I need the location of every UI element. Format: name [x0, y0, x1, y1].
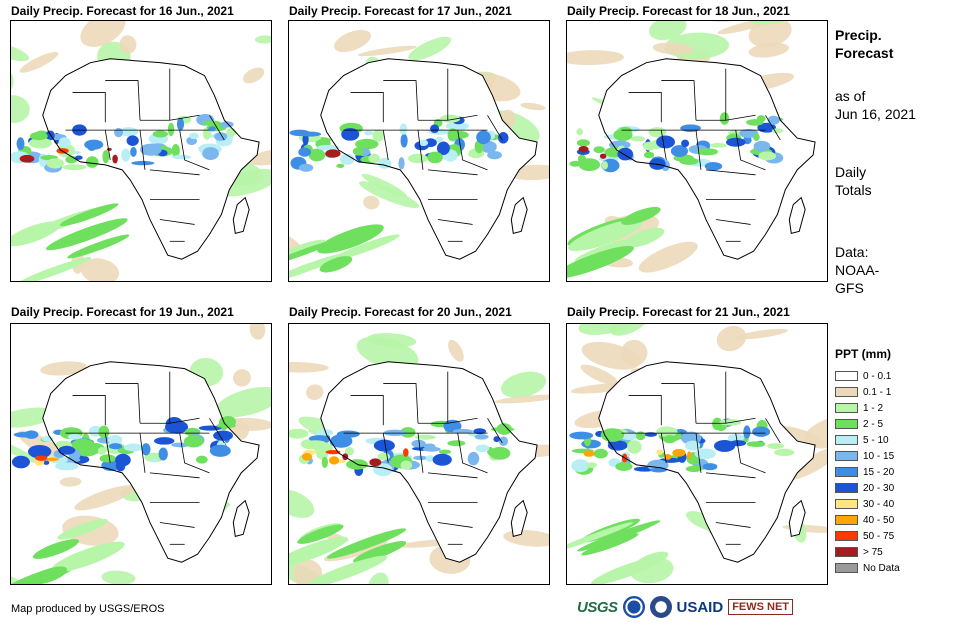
sidebar-daily-2: Totals [835, 182, 872, 198]
legend-swatch [835, 547, 858, 557]
legend-item: No Data [835, 560, 900, 576]
map-panel-3 [566, 20, 828, 282]
usaid-logo: USAID [676, 598, 724, 616]
map-panel-4 [10, 323, 272, 585]
legend-swatch [835, 387, 858, 397]
legend-item: 50 - 75 [835, 528, 900, 544]
legend-item: > 75 [835, 544, 900, 560]
legend-label: 2 - 5 [863, 418, 884, 430]
legend-item: 1 - 2 [835, 400, 900, 416]
sidebar-data-3: GFS [835, 280, 864, 296]
legend-item: 2 - 5 [835, 416, 900, 432]
panel-title-5: Daily Precip. Forecast for 20 Jun., 2021 [289, 305, 512, 319]
legend: 0 - 0.1 0.1 - 1 1 - 2 2 - 5 5 - 10 10 - 15 15 … [835, 368, 900, 576]
legend-item: 30 - 40 [835, 496, 900, 512]
legend-swatch [835, 403, 858, 413]
sidebar-data-1: Data: [835, 244, 869, 260]
legend-item: 20 - 30 [835, 480, 900, 496]
legend-swatch [835, 451, 858, 461]
sidebar-daily-1: Daily [835, 164, 867, 180]
legend-swatch [835, 515, 858, 525]
legend-label: > 75 [863, 546, 883, 558]
panel-title-6: Daily Precip. Forecast for 21 Jun., 2021 [567, 305, 790, 319]
legend-label: 10 - 15 [863, 450, 895, 462]
panel-title-2: Daily Precip. Forecast for 17 Jun., 2021 [289, 4, 512, 18]
fews-net-logo: FEWS NET [728, 599, 794, 615]
legend-label: 30 - 40 [863, 498, 895, 510]
panel-title-3: Daily Precip. Forecast for 18 Jun., 2021 [567, 4, 790, 18]
legend-swatch [835, 483, 858, 493]
sidebar-title-2: Forecast [835, 45, 894, 61]
legend-label: 5 - 10 [863, 434, 889, 446]
panel-title-1: Daily Precip. Forecast for 16 Jun., 2021 [11, 4, 234, 18]
sidebar-asof-1: as of [835, 88, 866, 104]
sidebar-title-1: Precip. [835, 27, 882, 43]
legend-label: 0 - 0.1 [863, 370, 892, 382]
map-panel-5 [288, 323, 550, 585]
sidebar-data-2: NOAA- [835, 262, 880, 278]
legend-item: 40 - 50 [835, 512, 900, 528]
legend-label: No Data [863, 562, 900, 574]
legend-item: 0 - 0.1 [835, 368, 900, 384]
seal-logo-icon [649, 596, 672, 618]
panel-title-4: Daily Precip. Forecast for 19 Jun., 2021 [11, 305, 234, 319]
legend-label: 15 - 20 [863, 466, 895, 478]
legend-item: 5 - 10 [835, 432, 900, 448]
noaa-logo-icon [622, 596, 645, 618]
sidebar-asof-2: Jun 16, 2021 [835, 106, 916, 122]
legend-label: 0.1 - 1 [863, 386, 892, 398]
legend-label: 1 - 2 [863, 402, 884, 414]
legend-swatch [835, 531, 858, 541]
legend-swatch [835, 435, 858, 445]
map-panel-2 [288, 20, 550, 282]
legend-swatch [835, 467, 858, 477]
map-panel-6 [566, 323, 828, 585]
legend-label: 40 - 50 [863, 514, 895, 526]
usgs-logo: USGS [577, 598, 618, 616]
legend-label: 20 - 30 [863, 482, 895, 494]
legend-title: PPT (mm) [835, 347, 892, 361]
legend-item: 15 - 20 [835, 464, 900, 480]
logo-strip: USGS USAID FEWS NET [577, 594, 794, 620]
footer-credit: Map produced by USGS/EROS [11, 603, 165, 615]
map-panel-1 [10, 20, 272, 282]
legend-item: 0.1 - 1 [835, 384, 900, 400]
legend-swatch [835, 499, 858, 509]
legend-swatch [835, 371, 858, 381]
legend-label: 50 - 75 [863, 530, 895, 542]
legend-swatch [835, 419, 858, 429]
legend-item: 10 - 15 [835, 448, 900, 464]
legend-swatch [835, 563, 858, 573]
